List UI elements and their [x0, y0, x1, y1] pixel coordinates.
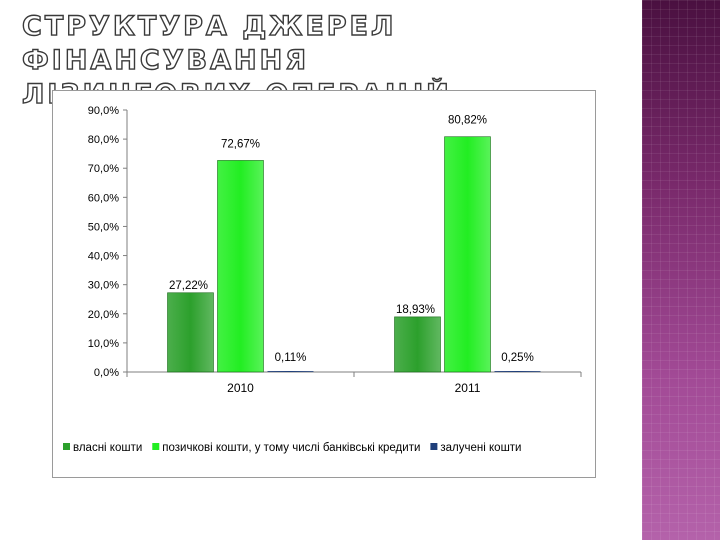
data-label-2010-series-1: 27,22% [169, 280, 208, 292]
data-label-2011-series-3: 0,25% [501, 352, 534, 364]
bar-2010-series-2 [217, 160, 264, 373]
data-label-2011-series-2: 80,82% [448, 115, 487, 127]
legend-swatch-series-1 [63, 443, 70, 450]
y-tick-label: 30,0% [88, 280, 119, 292]
legend-swatch-series-2 [152, 443, 160, 450]
y-tick-label: 80,0% [88, 134, 119, 146]
decorative-side-stripe [642, 0, 720, 540]
legend-entry-series-2: позичкові кошти, у тому числі банківські… [162, 442, 420, 454]
y-tick-label: 20,0% [88, 309, 119, 321]
y-tick-label: 90,0% [88, 105, 119, 117]
y-tick-label: 40,0% [88, 251, 119, 263]
legend-entry-series-1: власні кошти [73, 442, 142, 454]
legend-entry-series-3: залучені кошти [440, 442, 521, 454]
data-label-2011-series-1: 18,93% [396, 304, 435, 316]
bar-2011-series-1 [394, 316, 441, 373]
x-category-label: 2011 [455, 381, 481, 395]
x-category-label: 2010 [227, 381, 254, 395]
data-label-2010-series-3: 0,11% [275, 352, 307, 364]
bar-2011-series-2 [444, 136, 491, 373]
y-tick-label: 70,0% [88, 163, 119, 175]
bar-2010-series-1 [167, 292, 214, 373]
bar-2010-series-3 [267, 371, 314, 372]
y-tick-label: 10,0% [88, 338, 119, 350]
y-tick-label: 60,0% [88, 192, 119, 204]
slide-title-line-1: Структура джерел фінансування [21, 10, 397, 76]
data-label-2010-series-2: 72,67% [221, 138, 260, 150]
chart-canvas: 0,0% 10,0% 20,0% 30,0% 40,0% 50,0% 60,0% 70,0% 8… [63, 105, 582, 454]
y-tick-label: 50,0% [88, 221, 119, 233]
legend-swatch-series-3 [430, 443, 438, 450]
bar-2011-series-3 [494, 371, 541, 372]
y-tick-label: 0,0% [94, 367, 119, 379]
bar-chart: 0,0% 10,0% 20,0% 30,0% 40,0% 50,0% 60,0% 70,0% 8… [52, 90, 596, 478]
